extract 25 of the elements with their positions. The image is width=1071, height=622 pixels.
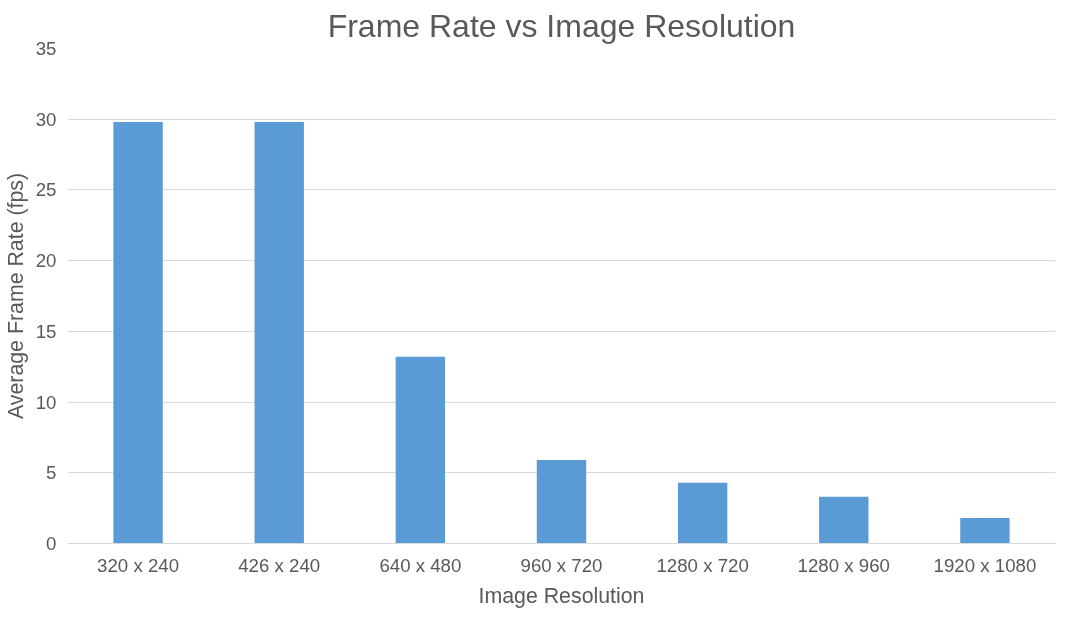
y-axis-title: Average Frame Rate (fps) — [3, 172, 28, 420]
x-tick-label: 1280 x 720 — [656, 554, 749, 576]
y-tick-label: 0 — [46, 533, 57, 554]
bar — [395, 356, 446, 544]
y-tick-label: 35 — [35, 38, 57, 59]
y-tick-label: 10 — [35, 391, 57, 413]
x-axis-title: Image Resolution — [478, 583, 645, 608]
x-tick-label: 1920 x 1080 — [933, 554, 1037, 576]
y-tick-label: 5 — [46, 462, 57, 484]
x-tick-label: 320 x 240 — [97, 554, 180, 576]
x-tick-label: 960 x 720 — [520, 554, 603, 576]
x-tick-label: 426 x 240 — [238, 554, 321, 576]
x-tick-label: 640 x 480 — [379, 554, 462, 576]
bar — [536, 460, 587, 544]
bar — [960, 518, 1010, 544]
bar — [819, 496, 869, 544]
bar — [677, 482, 728, 544]
bar — [254, 122, 304, 544]
y-tick-label: 15 — [35, 320, 57, 342]
bar — [113, 122, 163, 544]
x-tick-label: 1280 x 960 — [797, 554, 890, 576]
y-tick-label: 30 — [35, 108, 57, 130]
y-tick-label: 20 — [35, 250, 57, 272]
y-tick-label: 25 — [35, 179, 57, 201]
chart-title: Frame Rate vs Image Resolution — [327, 7, 796, 44]
